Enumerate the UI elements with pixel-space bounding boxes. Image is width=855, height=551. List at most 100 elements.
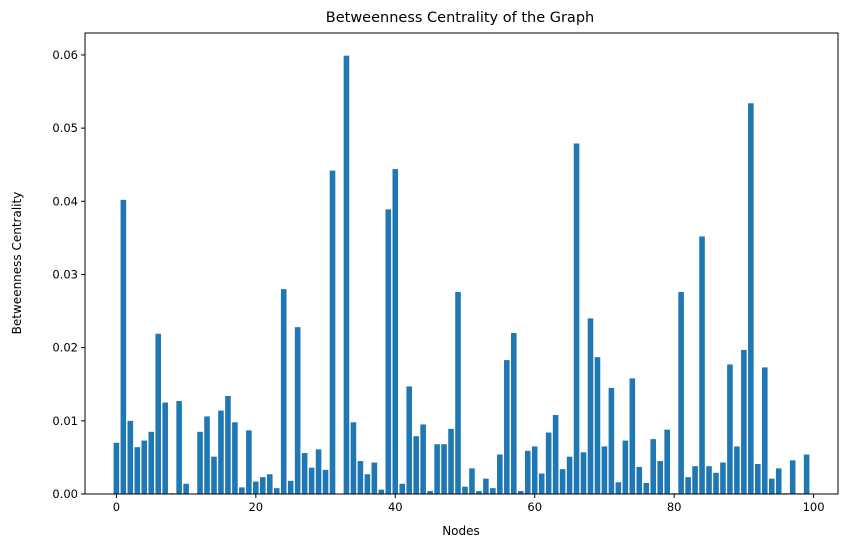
bar-node-34 xyxy=(350,422,357,494)
bar-node-53 xyxy=(483,478,489,494)
bar-node-47 xyxy=(441,444,447,494)
bar-node-99 xyxy=(803,454,810,494)
bar-node-24 xyxy=(280,289,287,494)
bar-node-21 xyxy=(260,477,266,494)
bar-node-50 xyxy=(462,486,468,494)
bar-node-95 xyxy=(775,468,782,494)
x-tick-label: 0 xyxy=(113,500,120,514)
bar-node-0 xyxy=(113,442,120,494)
bar-node-15 xyxy=(218,410,224,494)
bar-node-90 xyxy=(741,349,747,494)
bar-node-75 xyxy=(636,466,643,494)
y-tick-label: 0.06 xyxy=(52,48,78,62)
bar-node-9 xyxy=(176,401,182,494)
x-tick-label: 100 xyxy=(803,500,825,514)
x-tick-label: 20 xyxy=(248,500,263,514)
bar-node-22 xyxy=(266,474,273,494)
bar-node-40 xyxy=(392,169,399,494)
bar-node-31 xyxy=(329,170,336,494)
bar-node-78 xyxy=(657,461,663,494)
bar-node-14 xyxy=(211,456,217,494)
bar-node-58 xyxy=(517,491,524,494)
bar-node-38 xyxy=(378,489,385,494)
bar-node-93 xyxy=(762,367,768,494)
y-tick-label: 0.04 xyxy=(52,194,78,208)
chart-title: Betweenness Centrality of the Graph xyxy=(326,10,594,26)
bar-node-87 xyxy=(720,462,726,494)
bar-node-67 xyxy=(580,452,587,494)
bar-node-65 xyxy=(566,456,573,494)
bar-node-10 xyxy=(183,483,189,494)
bar-node-79 xyxy=(664,429,670,494)
bar-node-84 xyxy=(699,236,705,494)
bar-node-63 xyxy=(552,414,559,494)
bar-node-29 xyxy=(315,449,322,494)
bar-node-37 xyxy=(371,462,378,494)
bar-node-45 xyxy=(427,491,433,494)
bar-node-44 xyxy=(420,424,426,494)
bar-node-4 xyxy=(141,440,148,494)
bar-node-81 xyxy=(678,292,684,494)
bar-node-16 xyxy=(225,395,231,494)
bar-node-76 xyxy=(643,483,650,494)
bar-node-52 xyxy=(476,491,482,494)
bar-node-43 xyxy=(413,436,419,494)
bar-node-56 xyxy=(504,360,510,494)
y-axis-label: Betweenness Centrality xyxy=(10,192,24,335)
bar-node-12 xyxy=(197,431,203,494)
bar-node-60 xyxy=(531,446,538,494)
plot-area-frame xyxy=(84,32,839,495)
bar-node-72 xyxy=(615,482,622,494)
bar-node-77 xyxy=(650,439,657,494)
bar-node-64 xyxy=(559,469,566,494)
bar-node-54 xyxy=(490,488,496,494)
bar-node-28 xyxy=(308,467,315,494)
bar-node-88 xyxy=(727,364,733,494)
bar-node-18 xyxy=(239,487,245,494)
bar-node-73 xyxy=(622,440,629,494)
bar-node-25 xyxy=(287,480,294,494)
bar-node-59 xyxy=(524,450,531,494)
bar-node-48 xyxy=(448,428,454,494)
bar-node-97 xyxy=(789,460,796,494)
bar-node-3 xyxy=(134,447,141,494)
x-axis-label: Nodes xyxy=(442,524,480,538)
bar-node-2 xyxy=(127,420,134,494)
bar-node-35 xyxy=(357,461,364,494)
bar-node-55 xyxy=(497,454,503,494)
bar-node-5 xyxy=(148,431,155,494)
bar-node-39 xyxy=(385,209,392,494)
y-tick-label: 0.01 xyxy=(52,414,78,428)
bar-node-57 xyxy=(511,333,517,494)
bar-node-30 xyxy=(322,469,329,494)
bar-node-89 xyxy=(734,446,740,494)
x-tick-label: 80 xyxy=(667,500,682,514)
bar-node-46 xyxy=(434,444,440,494)
bar-node-83 xyxy=(692,466,698,494)
bar-node-36 xyxy=(364,474,371,494)
bar-node-49 xyxy=(455,292,461,494)
y-tick-label: 0.03 xyxy=(52,267,78,281)
bar-node-1 xyxy=(120,199,127,494)
bar-node-85 xyxy=(706,466,712,494)
bar-node-20 xyxy=(253,481,259,494)
bar-node-86 xyxy=(713,472,719,494)
x-tick-label: 60 xyxy=(527,500,542,514)
y-tick-label: 0.02 xyxy=(52,341,78,355)
y-tick-label: 0.05 xyxy=(52,121,78,135)
bar-node-68 xyxy=(587,318,594,494)
bar-node-23 xyxy=(273,488,280,494)
x-axis-ticks: 0 20 40 60 80 100 xyxy=(113,494,825,514)
bar-node-61 xyxy=(538,473,545,494)
bar-node-82 xyxy=(685,477,691,494)
bar-node-62 xyxy=(545,432,552,494)
bar-node-66 xyxy=(573,143,580,495)
y-tick-label: 0.00 xyxy=(52,487,78,501)
bar-node-13 xyxy=(204,416,210,494)
bar-node-74 xyxy=(629,378,636,494)
bar-node-42 xyxy=(406,386,412,494)
bar-node-27 xyxy=(301,453,308,494)
bar-node-94 xyxy=(768,478,775,494)
